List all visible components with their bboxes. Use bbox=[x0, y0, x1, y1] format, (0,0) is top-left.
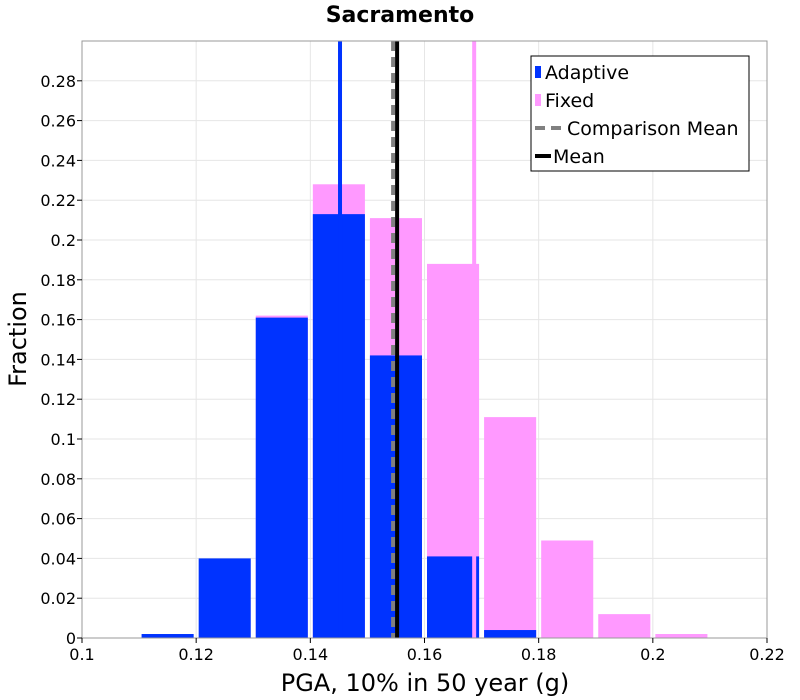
bars bbox=[141, 184, 708, 639]
x-tick-label: 0.12 bbox=[178, 645, 214, 664]
x-tick-label: 0.16 bbox=[407, 645, 443, 664]
chart-title: Sacramento bbox=[326, 3, 475, 28]
bar-fixed-8 bbox=[598, 614, 651, 638]
legend-label-fixed: Fixed bbox=[545, 90, 594, 112]
bar-adaptive-0 bbox=[141, 634, 194, 638]
y-tick-label: 0.22 bbox=[40, 191, 76, 210]
bar-adaptive-5 bbox=[427, 556, 480, 638]
legend-label-comparison-mean: Comparison Mean bbox=[567, 118, 739, 140]
legend-label-mean: Mean bbox=[553, 146, 605, 168]
y-tick-label: 0.04 bbox=[40, 549, 76, 568]
legend-swatch-fixed bbox=[535, 94, 541, 106]
y-tick-label: 0.28 bbox=[40, 72, 76, 91]
y-tick-label: 0.16 bbox=[40, 311, 76, 330]
y-axis-title: Fraction bbox=[4, 291, 32, 387]
x-tick-label: 0.1 bbox=[69, 645, 94, 664]
legend: Adaptive Fixed Comparison Mean Mean bbox=[530, 55, 750, 172]
y-tick-label: 0.1 bbox=[51, 430, 76, 449]
x-axis-title: PGA, 10% in 50 year (g) bbox=[281, 669, 570, 697]
mean-lines bbox=[338, 41, 477, 638]
y-tick-label: 0.12 bbox=[40, 390, 76, 409]
y-tick-label: 0.24 bbox=[40, 151, 76, 170]
bar-fixed-6 bbox=[484, 417, 537, 638]
legend-label-adaptive: Adaptive bbox=[545, 62, 629, 84]
bar-adaptive-1 bbox=[198, 558, 251, 638]
bar-adaptive-6 bbox=[484, 630, 537, 638]
bar-fixed-7 bbox=[541, 540, 594, 638]
legend-swatch-adaptive bbox=[535, 66, 541, 78]
legend-box bbox=[530, 55, 750, 172]
y-tick-label: 0.26 bbox=[40, 112, 76, 131]
y-tick-label: 0 bbox=[66, 629, 76, 648]
x-axis-ticks: 0.1 0.12 0.14 0.16 0.18 0.2 0.22 bbox=[69, 638, 785, 664]
y-tick-label: 0.18 bbox=[40, 271, 76, 290]
x-tick-label: 0.2 bbox=[640, 645, 665, 664]
y-axis-ticks: 0 0.02 0.04 0.06 0.08 0.1 0.12 0.14 0.16 0.18 0.2 0… bbox=[40, 72, 82, 648]
bar-fixed-9 bbox=[655, 634, 708, 638]
y-tick-label: 0.14 bbox=[40, 350, 76, 369]
y-tick-label: 0.02 bbox=[40, 589, 76, 608]
bar-adaptive-2 bbox=[255, 317, 308, 638]
x-tick-label: 0.18 bbox=[521, 645, 557, 664]
y-tick-label: 0.08 bbox=[40, 470, 76, 489]
y-tick-label: 0.06 bbox=[40, 510, 76, 529]
y-tick-label: 0.2 bbox=[51, 231, 76, 250]
x-tick-label: 0.14 bbox=[293, 645, 329, 664]
x-tick-label: 0.22 bbox=[749, 645, 785, 664]
